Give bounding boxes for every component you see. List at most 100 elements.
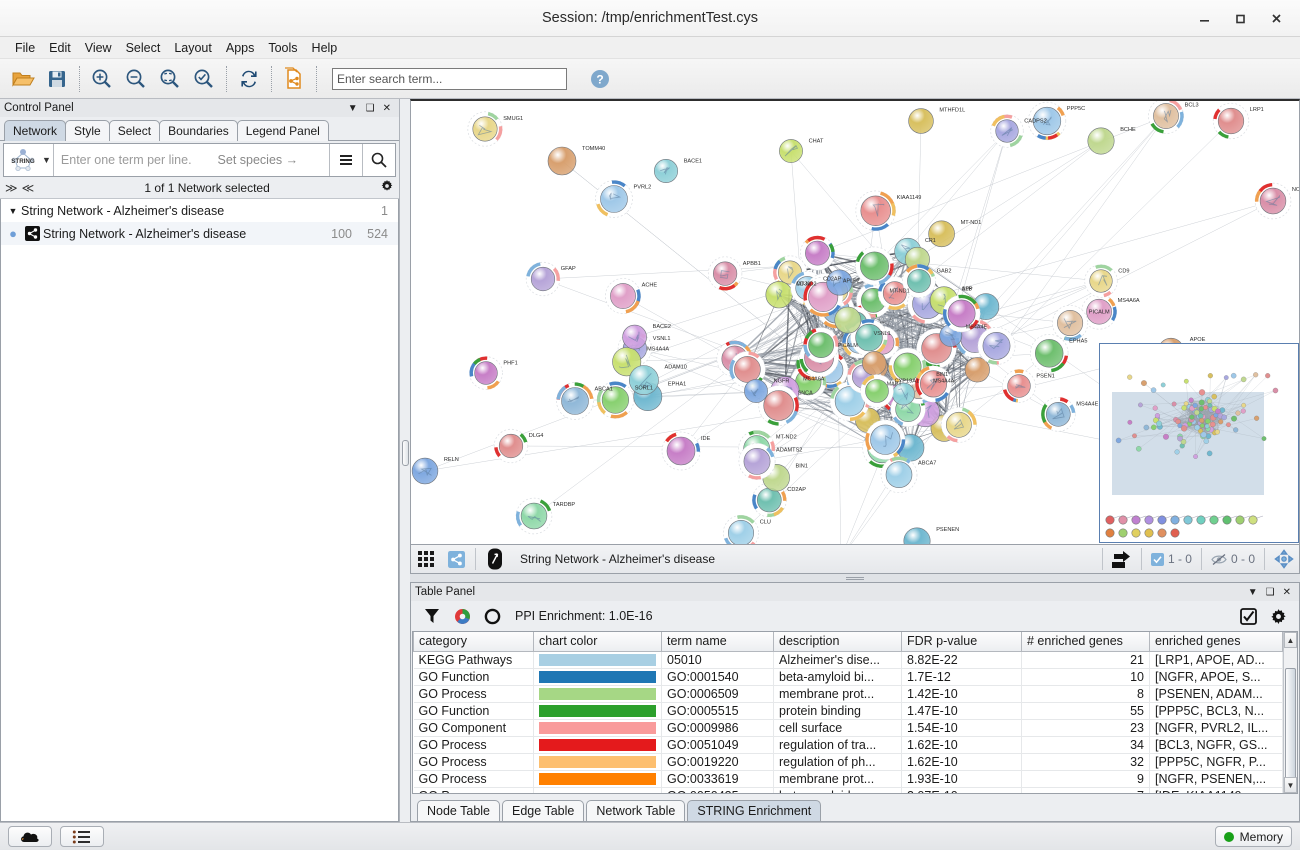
enrichment-table-body[interactable]: KEGG Pathways 05010 Alzheimer's dise... 8.8… <box>413 651 1283 793</box>
cell-term-name: GO:0006509 <box>661 685 774 703</box>
close-icon[interactable]: ✕ <box>382 102 391 114</box>
panel-splitter[interactable] <box>410 574 1300 582</box>
string-dropdown-icon[interactable]: ▼ <box>42 155 51 165</box>
network-list[interactable]: ▼ String Network - Alzheimer's disease 1… <box>0 199 399 822</box>
search-icon[interactable] <box>363 151 395 169</box>
table-row[interactable]: GO Process GO:0033619 membrane prot... 1.93… <box>413 770 1283 788</box>
scroll-thumb[interactable] <box>1285 668 1296 788</box>
ppi-enrichment-label: PPI Enrichment: 1.0E-16 <box>515 609 653 623</box>
tab-node-table[interactable]: Node Table <box>417 800 501 821</box>
network-canvas[interactable]: MT-ND2 MT-ND1 VSNL1 CD2AP MS4A4A MS4A6A MS4A4E… <box>411 101 1299 573</box>
close-icon[interactable]: ✕ <box>1282 586 1291 598</box>
enrichment-table-wrapper[interactable]: category chart color term name descripti… <box>412 631 1298 794</box>
donut-chart-icon[interactable] <box>477 608 507 625</box>
table-row[interactable]: KEGG Pathways 05010 Alzheimer's dise... 8.8… <box>413 651 1283 669</box>
filter-icon[interactable] <box>417 607 447 625</box>
network-count: 1 <box>381 203 388 218</box>
refresh-icon[interactable] <box>232 62 266 96</box>
menu-apps[interactable]: Apps <box>225 40 255 55</box>
window-title: Session: /tmp/enrichmentTest.cys <box>542 10 758 26</box>
tab-network[interactable]: Network <box>4 120 67 141</box>
export-network-icon[interactable] <box>277 62 311 96</box>
column-header-category[interactable]: category <box>413 632 534 652</box>
annotation-icon[interactable] <box>480 545 510 573</box>
scroll-down-arrow[interactable]: ▼ <box>1284 777 1297 793</box>
share-icon[interactable] <box>441 545 471 573</box>
svg-text:TOMM40: TOMM40 <box>582 146 605 152</box>
selected-nodes-counter[interactable]: 1 - 0 <box>1146 552 1197 566</box>
string-logo-icon[interactable]: STRING <box>4 146 42 174</box>
list-icon[interactable] <box>60 826 104 847</box>
column-header-description[interactable]: description <box>773 632 902 652</box>
zoom-out-icon[interactable] <box>119 62 153 96</box>
column-header-term-name[interactable]: term name <box>661 632 774 652</box>
memory-status[interactable]: Memory <box>1214 826 1292 847</box>
chevron-down-icon[interactable]: ▼ <box>1247 586 1258 598</box>
divider-4 <box>1200 548 1202 570</box>
menu-edit[interactable]: Edit <box>49 40 71 55</box>
minimize-button[interactable] <box>1186 0 1222 37</box>
select-all-icon[interactable] <box>1233 607 1263 625</box>
float-panel-icon[interactable]: ❑ <box>365 102 375 114</box>
chevron-down-icon[interactable]: ▼ <box>8 205 18 216</box>
tab-edge-table[interactable]: Edge Table <box>502 800 585 821</box>
gear-icon[interactable] <box>380 179 394 196</box>
menu-view[interactable]: View <box>84 40 112 55</box>
scroll-up-arrow[interactable]: ▲ <box>1284 632 1297 648</box>
fit-content-icon[interactable] <box>1269 545 1299 573</box>
tab-select[interactable]: Select <box>108 120 161 141</box>
table-row[interactable]: GO Process GO:0050435beta-amyloid m...2.0… <box>413 787 1283 793</box>
table-row[interactable]: GO Process GO:0019220 regulation of ph... 1… <box>413 753 1283 771</box>
hamburger-icon[interactable] <box>330 151 362 169</box>
chevron-down-icon[interactable]: ▼ <box>347 102 358 114</box>
help-icon[interactable]: ? <box>583 62 617 96</box>
string-term-input[interactable]: Enter one term per line. Set species → <box>54 153 329 167</box>
tab-string-enrichment[interactable]: STRING Enrichment <box>687 800 822 821</box>
float-panel-icon[interactable]: ❑ <box>1265 586 1275 598</box>
search-input[interactable]: Enter search term... <box>332 67 567 90</box>
save-icon[interactable] <box>40 62 74 96</box>
enrichment-table[interactable]: category chart color term name descripti… <box>413 632 1283 793</box>
network-overview-panel[interactable] <box>1099 343 1299 543</box>
table-row[interactable]: GO Function GO:0001540 beta-amyloid bi... 1… <box>413 668 1283 686</box>
close-button[interactable] <box>1258 0 1294 37</box>
hidden-nodes-counter[interactable]: 0 - 0 <box>1206 552 1260 566</box>
column-header-enriched-genes[interactable]: enriched genes <box>1149 632 1283 652</box>
network-graph[interactable]: MT-ND2 MT-ND1 VSNL1 CD2AP MS4A4A MS4A6A MS4A4E… <box>411 101 1299 573</box>
gear-icon[interactable] <box>1263 608 1293 625</box>
network-left-scrollbar[interactable] <box>402 440 409 466</box>
table-row[interactable]: GO Function GO:0005515 protein binding 1.47… <box>413 702 1283 720</box>
column-header-enriched-count[interactable]: # enriched genes <box>1021 632 1150 652</box>
collapse-all-icon[interactable]: ≫ <box>5 180 17 195</box>
cloud-icon[interactable] <box>8 826 52 847</box>
table-row[interactable]: GO Component GO:0009986 cell surface 1.54E-… <box>413 719 1283 737</box>
zoom-fit-icon[interactable] <box>153 62 187 96</box>
expand-all-icon[interactable]: ≪ <box>21 180 35 195</box>
tab-legend-panel[interactable]: Legend Panel <box>236 120 329 141</box>
zoom-selected-icon[interactable] <box>187 62 221 96</box>
maximize-button[interactable] <box>1222 0 1258 37</box>
set-species-link[interactable]: Set species → <box>217 153 299 167</box>
menu-help[interactable]: Help <box>311 40 338 55</box>
table-row[interactable]: GO Process GO:0006509 membrane prot... 1.42… <box>413 685 1283 703</box>
tab-boundaries[interactable]: Boundaries <box>159 120 238 141</box>
network-list-item-parent[interactable]: ▼ String Network - Alzheimer's disease 1 <box>1 199 398 222</box>
menu-select[interactable]: Select <box>125 40 161 55</box>
zoom-in-icon[interactable] <box>85 62 119 96</box>
menu-tools[interactable]: Tools <box>268 40 298 55</box>
menu-layout[interactable]: Layout <box>174 40 212 55</box>
chart-color-icon[interactable] <box>447 608 477 625</box>
column-header-fdr[interactable]: FDR p-value <box>901 632 1022 652</box>
table-row[interactable]: GO Process GO:0051049 regulation of tra...… <box>413 736 1283 754</box>
network-view[interactable]: MT-ND2 MT-ND1 VSNL1 CD2AP MS4A4A MS4A6A MS4A4E… <box>410 99 1300 574</box>
tab-style[interactable]: Style <box>65 120 110 141</box>
tab-network-table[interactable]: Network Table <box>586 800 686 821</box>
export-image-icon[interactable] <box>1107 545 1137 573</box>
column-header-chart-color[interactable]: chart color <box>533 632 662 652</box>
cell-chart-color <box>533 753 662 771</box>
network-list-item-child[interactable]: ● String Network - Alzheimer's disease 1… <box>1 222 398 245</box>
table-vertical-scrollbar[interactable]: ▲ ▼ <box>1283 632 1297 793</box>
menu-file[interactable]: File <box>15 40 36 55</box>
grid-layout-icon[interactable] <box>411 545 441 573</box>
open-folder-icon[interactable] <box>6 62 40 96</box>
